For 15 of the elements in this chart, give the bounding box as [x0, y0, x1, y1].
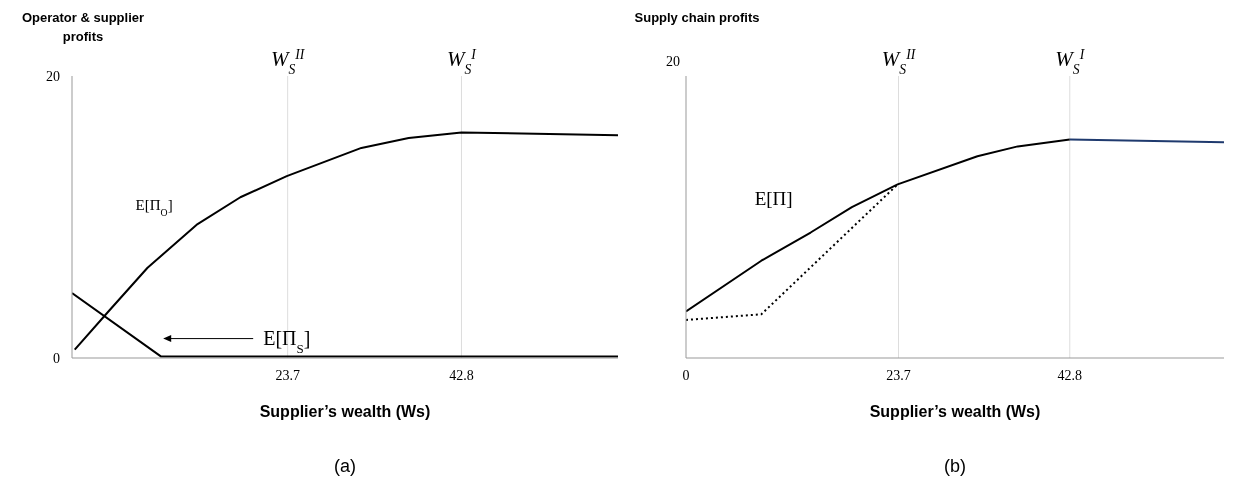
x-tick-label: 0 — [682, 368, 690, 383]
text: 20 — [666, 54, 680, 70]
x-tick-label: 42.8 — [1057, 368, 1083, 383]
y-axis-title: Supply chain profits — [633, 9, 761, 27]
text: (a) — [333, 456, 357, 477]
series-label: E[Π$_{O}$] — [135, 197, 173, 218]
y-axis-title: Operator & supplier profits — [20, 9, 146, 46]
x-tick-label: 23.7 — [275, 368, 300, 383]
x-axis-title: Supplier’s wealth (Ws) — [258, 403, 432, 421]
x-tick-label: 42.8 — [449, 368, 474, 383]
legend-label: E[Π$_{S}$] — [263, 326, 311, 356]
series-label: E[Π] — [754, 187, 793, 209]
x-tick-label: 23.7 — [886, 368, 911, 383]
text: (b) — [943, 456, 967, 477]
x-axis-title: Supplier’s wealth (Ws) — [868, 403, 1042, 421]
